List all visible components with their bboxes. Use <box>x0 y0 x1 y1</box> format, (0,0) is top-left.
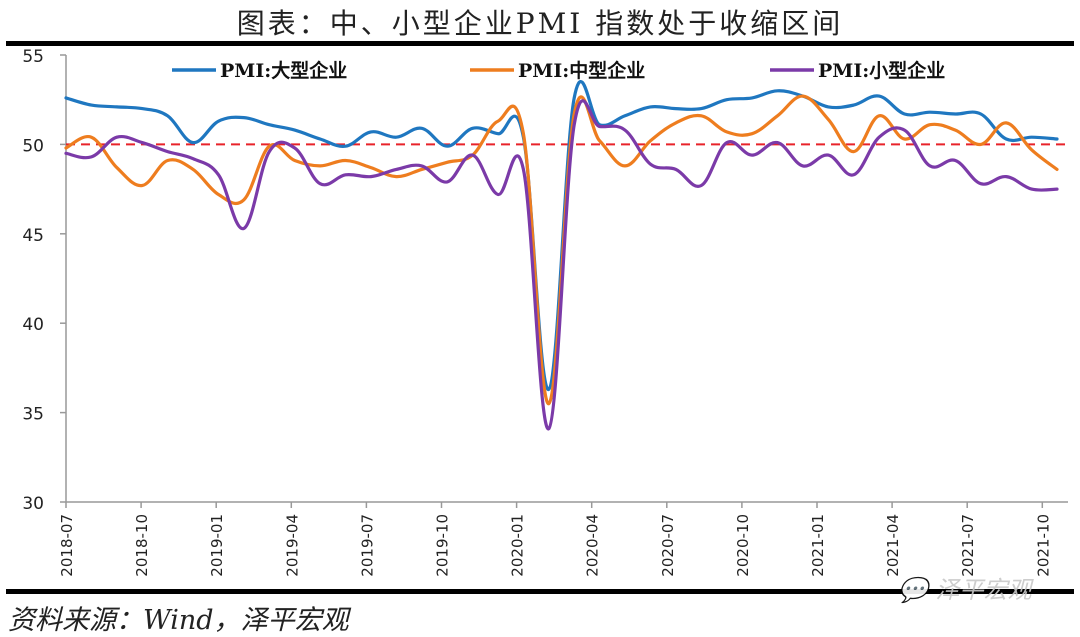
x-tick-label: 2021-07 <box>959 514 977 577</box>
y-tick-label: 40 <box>22 315 44 335</box>
y-axis: 30 35 40 45 50 55 <box>22 47 67 514</box>
legend-label: PMI:小型企业 <box>818 59 945 82</box>
top-rule <box>6 41 1074 46</box>
legend: PMI:大型企业 PMI:中型企业 PMI:小型企业 <box>172 59 945 82</box>
y-tick-label: 30 <box>22 494 44 514</box>
x-tick-label: 2019-07 <box>358 514 376 577</box>
x-tick-label: 2021-01 <box>809 514 827 577</box>
chart-title: 图表：中、小型企业PMI 指数处于收缩区间 <box>236 7 844 40</box>
legend-label: PMI:大型企业 <box>220 59 347 82</box>
x-tick-label: 2018-10 <box>133 514 151 577</box>
series-large-enterprise <box>64 79 1059 392</box>
x-tick-label: 2020-10 <box>734 514 752 577</box>
x-tick-label: 2019-04 <box>283 514 301 577</box>
x-tick-label: 2020-04 <box>584 514 602 577</box>
x-tick-label: 2019-10 <box>434 514 452 577</box>
x-tick-label: 2021-10 <box>1034 514 1052 577</box>
wechat-icon: 💬 <box>898 576 928 604</box>
y-tick-label: 45 <box>22 226 44 246</box>
watermark-text: 泽平宏观 <box>935 576 1032 604</box>
y-tick-label: 55 <box>22 47 44 67</box>
bottom-rule <box>6 589 1074 594</box>
x-tick-label: 2020-01 <box>509 514 527 577</box>
y-tick-label: 35 <box>22 405 44 425</box>
x-tick-label: 2020-07 <box>659 514 677 577</box>
x-axis: 2018-07 2018-10 2019-01 2019-04 2019-07 2019-… <box>58 501 1068 577</box>
source-note: 资料来源：Wind，泽平宏观 <box>8 605 349 636</box>
watermark: 💬 泽平宏观 <box>898 570 1032 605</box>
y-tick-label: 50 <box>22 136 44 156</box>
series-small-enterprise <box>64 99 1059 431</box>
series-medium-enterprise <box>64 94 1059 406</box>
series-lines <box>64 79 1059 431</box>
x-tick-label: 2019-01 <box>208 514 226 577</box>
x-tick-label: 2021-04 <box>884 514 902 577</box>
x-tick-label: 2018-07 <box>58 514 76 577</box>
legend-label: PMI:中型企业 <box>518 59 645 82</box>
